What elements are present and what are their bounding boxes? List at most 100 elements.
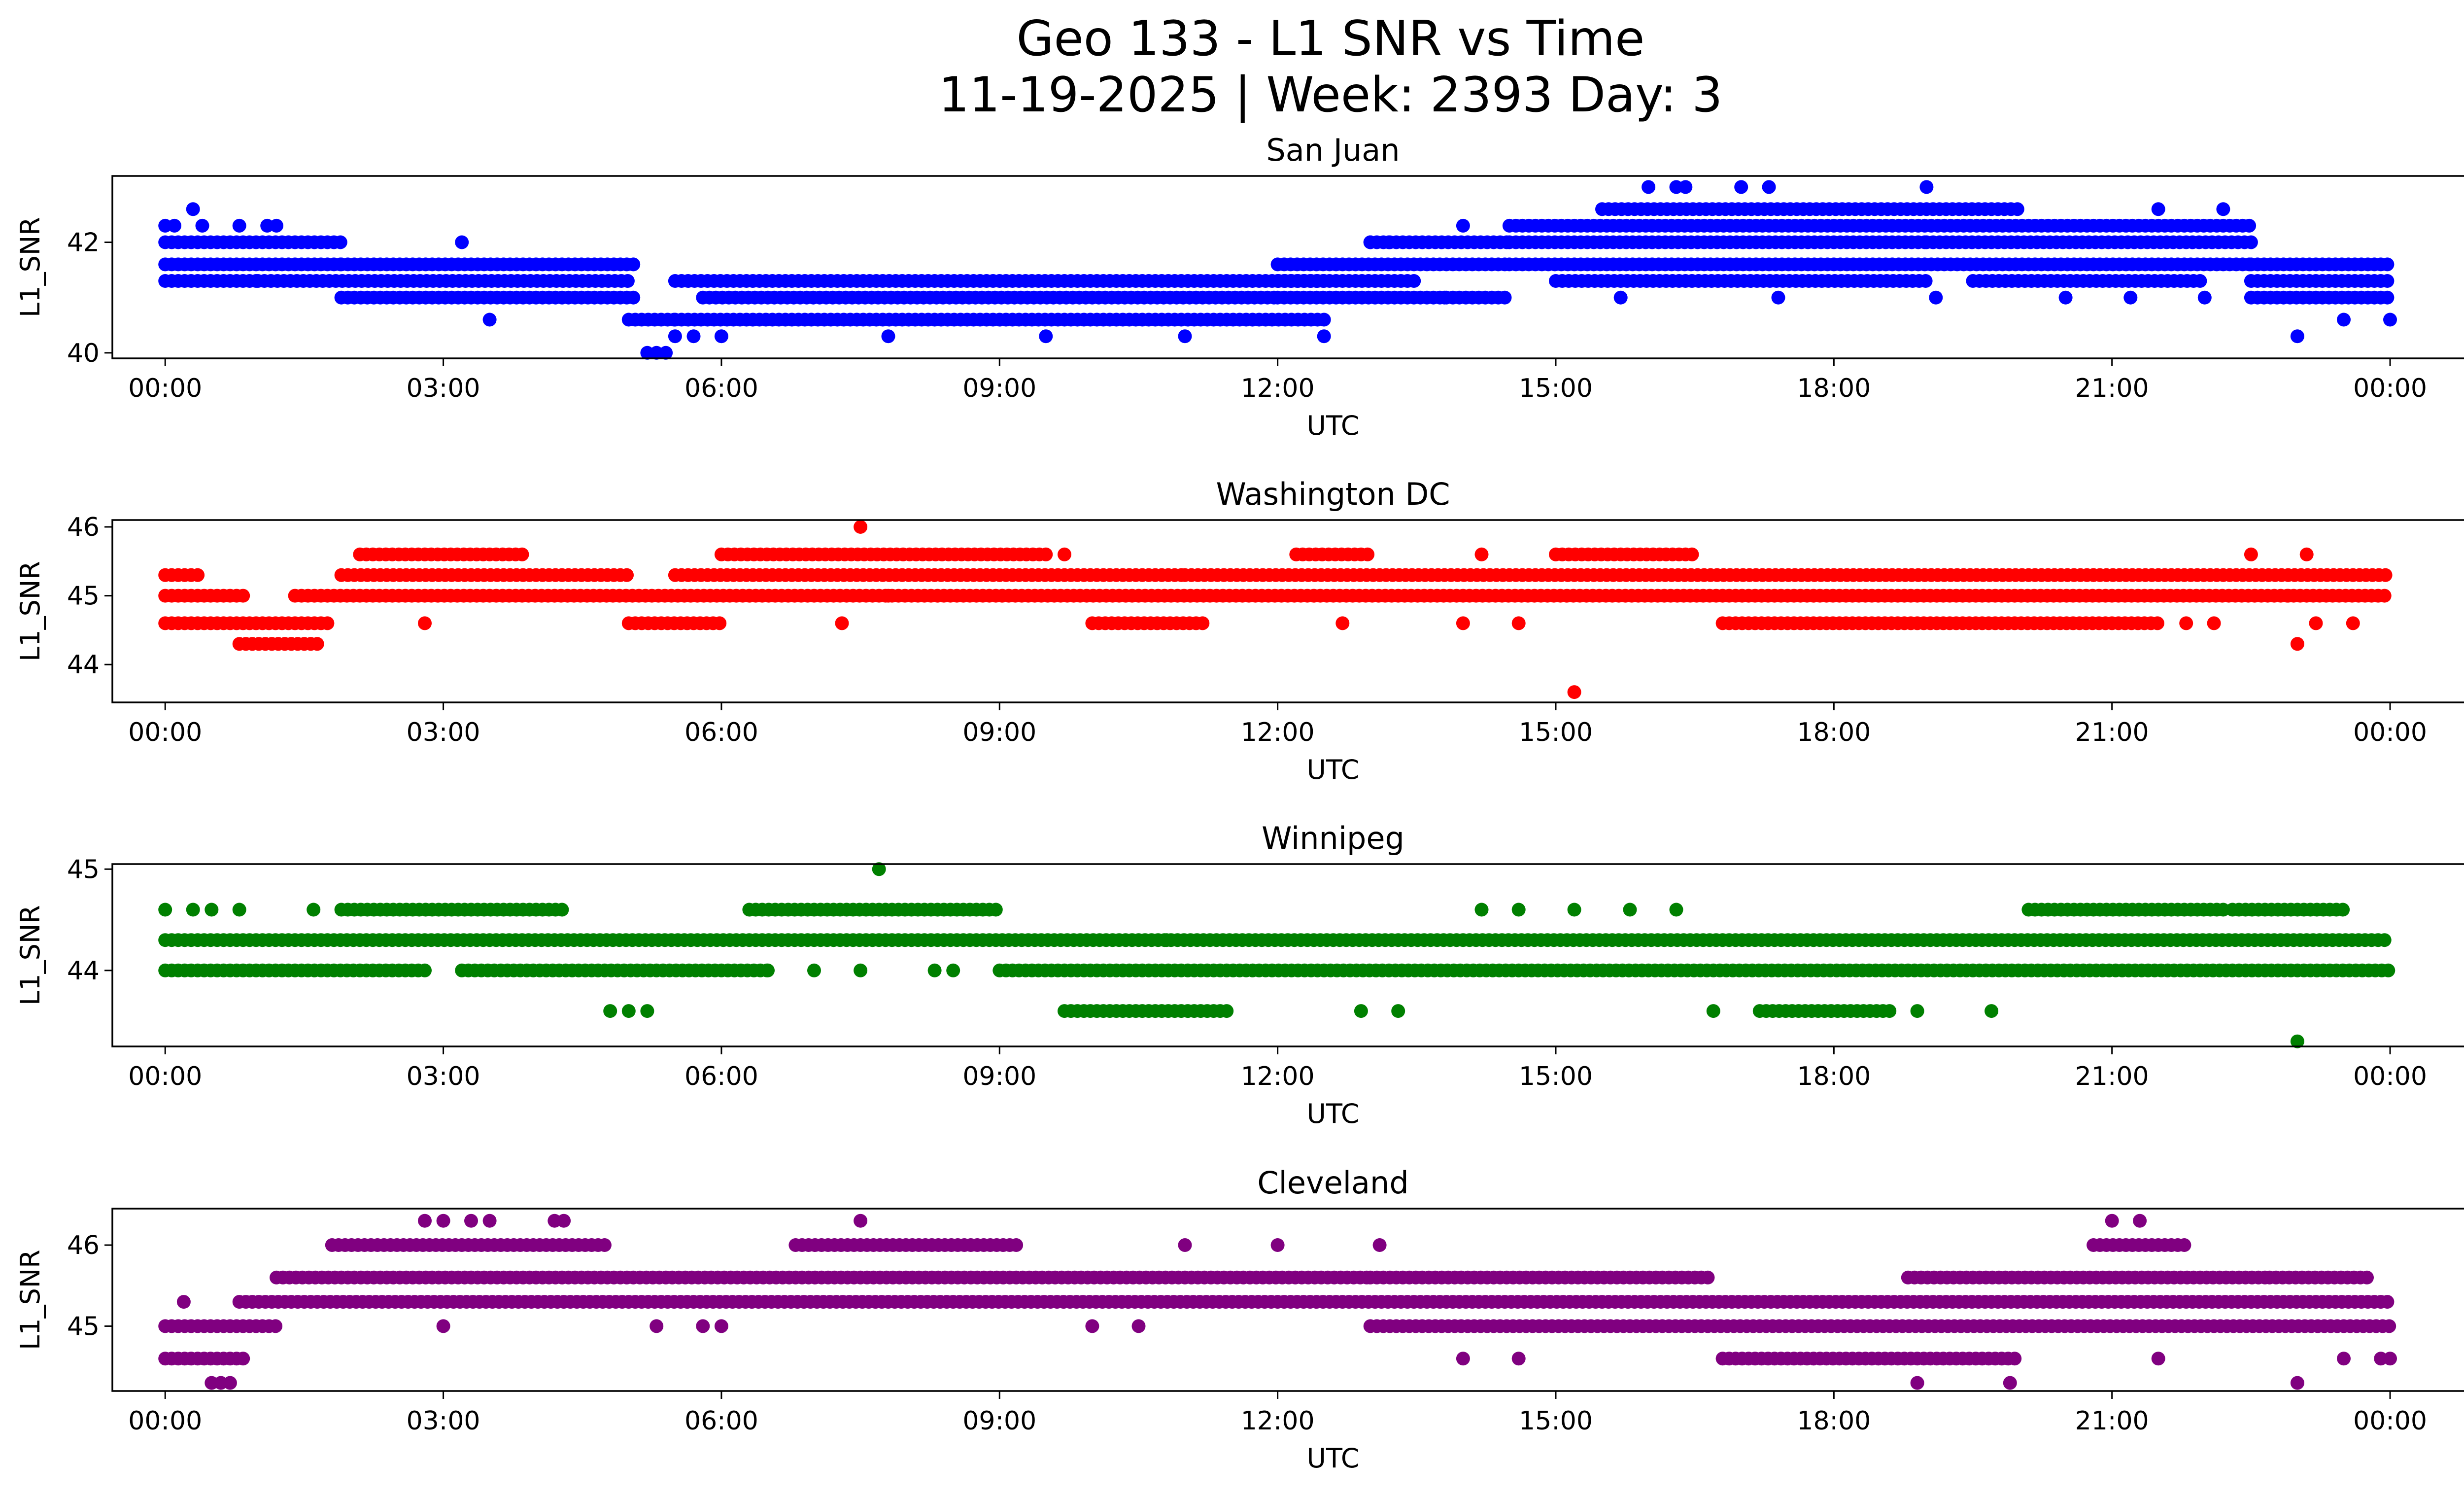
x-axis-ticks: 00:00 03:00 06:00 09:00 12:00 15:00 18:00 21:00… [128,358,2427,403]
x-tick-label: 00:00 [2353,718,2427,747]
data-point [1511,616,1526,630]
x-tick-label: 15:00 [1519,1062,1593,1091]
data-point [854,520,868,534]
data-point [1456,1352,1470,1366]
data-point [2242,218,2257,233]
data-point [2336,903,2350,917]
data-point [555,903,569,917]
y-axis-ticks: 44 45 46 [67,513,112,680]
data-point [2380,1295,2395,1309]
data-point [835,616,849,630]
data-point [1642,180,1656,194]
subplot-title: San Juan [1266,132,1400,168]
x-tick-label: 21:00 [2075,374,2149,403]
x-tick-label: 03:00 [407,718,480,747]
data-point [714,1319,728,1333]
data-point [191,568,205,582]
y-tick-label: 46 [67,1231,100,1260]
y-axis-label: L1_SNR [15,561,46,661]
x-tick-label: 00:00 [128,374,202,403]
data-point [1456,218,1470,233]
y-axis-label: L1_SNR [15,217,46,317]
x-tick-label: 06:00 [684,1062,758,1091]
data-point [2150,616,2164,630]
subplot-title: Winnipeg [1262,820,1404,856]
data-point [418,1214,432,1228]
data-point [1498,290,1512,305]
data-point [195,218,209,233]
data-point [626,257,641,272]
data-point [2377,933,2392,947]
data-point [2197,290,2212,305]
data-point [2383,1352,2397,1366]
data-point [455,235,469,249]
data-point [1363,235,1377,249]
data-point [1039,547,1053,561]
data-point [2380,274,2395,288]
data-point [881,589,895,603]
data-point [205,903,219,917]
data-point [1474,903,1489,917]
data-point [2383,313,2397,327]
data-point [2299,547,2314,561]
y-tick-label: 44 [67,650,100,680]
subplot-washington-dc: Washington DC 00:00 03:00 06:00 09:00 12:00 1… [15,476,2464,785]
data-point [418,963,432,977]
data-point [1039,329,1053,344]
y-axis-ticks: 44 45 [67,855,112,986]
data-point [668,329,682,344]
data-point [2123,290,2138,305]
data-point [854,1214,868,1228]
data-point [1178,329,1192,344]
data-point [2008,1352,2022,1366]
marker-layer [158,862,2396,1048]
x-tick-label: 06:00 [684,718,758,747]
data-point [232,903,246,917]
data-point [2058,290,2073,305]
x-tick-label: 12:00 [1241,1406,1315,1436]
x-axis-ticks: 00:00 03:00 06:00 09:00 12:00 15:00 18:00 21:00… [128,1391,2427,1436]
data-point [2151,1352,2165,1366]
data-point [2207,616,2221,630]
data-point [714,329,728,344]
data-point [650,1319,664,1333]
x-axis-label: UTC [1306,410,1359,441]
data-point [1678,180,1693,194]
data-point [1009,1238,1024,1252]
data-point [333,235,347,249]
x-tick-label: 00:00 [128,1062,202,1091]
data-point [1882,1004,1897,1018]
data-point [2382,1319,2396,1333]
data-point [1762,180,1776,194]
y-axis-ticks: 40 42 [67,228,112,368]
data-point [557,1214,571,1228]
axes-frame [111,863,2464,1047]
data-point [2010,202,2024,216]
y-axis-label: L1_SNR [15,905,46,1006]
data-point [1335,616,1350,630]
data-point [1613,290,1628,305]
data-point [1706,1004,1720,1018]
y-axis-ticks: 45 46 [67,1231,112,1341]
data-point [223,1376,237,1390]
data-point [2380,257,2395,272]
data-point [1058,547,1071,561]
subplot-cleveland: Cleveland 00:00 03:00 06:00 09:00 12:00 15:00… [15,1165,2464,1474]
data-point [2309,616,2323,630]
data-point [236,589,250,603]
x-axis-ticks: 00:00 03:00 06:00 09:00 12:00 15:00 18:00 21:00… [128,702,2427,747]
data-point [1771,290,1785,305]
data-point [2337,313,2351,327]
data-point [1474,547,1489,561]
data-point [1918,274,1933,288]
data-point [2216,202,2230,216]
data-point [854,963,868,977]
data-point [1985,1004,1999,1018]
data-point [1391,1004,1405,1018]
x-tick-label: 15:00 [1519,374,1593,403]
subplot-san-juan: San Juan 00:00 03:00 06:00 09:00 12:00 15:00 1… [15,132,2464,441]
subplot-winnipeg: Winnipeg 00:00 03:00 06:00 09:00 12:00 15:00 1… [15,820,2464,1129]
data-point [1382,235,1396,249]
x-tick-label: 03:00 [407,1406,480,1436]
x-tick-label: 09:00 [962,374,1036,403]
